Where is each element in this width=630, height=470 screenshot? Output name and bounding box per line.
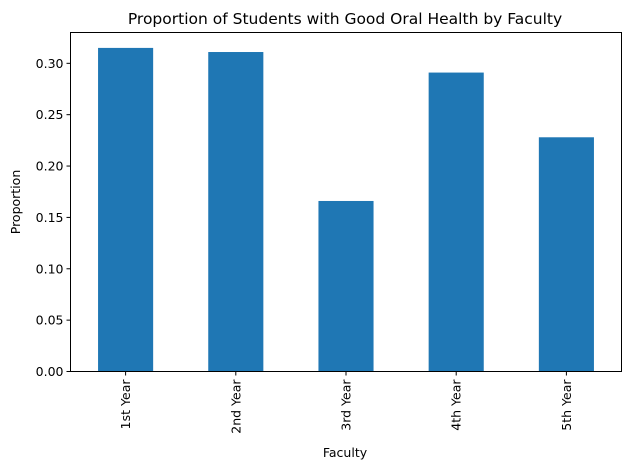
x-tick-label: 4th Year: [449, 379, 464, 431]
y-tick-label: 0.05: [36, 313, 64, 328]
x-tick-label: 5th Year: [559, 379, 574, 431]
x-tick-label: 3rd Year: [339, 379, 354, 431]
y-tick-label: 0.30: [36, 56, 64, 71]
x-tick-label: 1st Year: [118, 379, 133, 430]
bar-5th-year: [538, 137, 594, 372]
x-tick-label: 2nd Year: [228, 379, 243, 434]
bars-group: [98, 47, 594, 372]
y-axis: 0.00 0.05 0.10 0.15 0.20 0.25 0.30: [36, 56, 71, 379]
bar-1st-year: [98, 47, 154, 372]
y-tick-label: 0.00: [36, 364, 64, 379]
plot-frame: [70, 32, 622, 372]
y-tick-label: 0.25: [36, 107, 64, 122]
bar-3rd-year: [318, 200, 374, 372]
x-axis-label: Faculty: [323, 445, 368, 460]
bar-4th-year: [428, 72, 484, 372]
y-tick-label: 0.20: [36, 159, 64, 174]
y-tick-label: 0.15: [36, 210, 64, 225]
bar-2nd-year: [208, 52, 264, 372]
chart-title: Proportion of Students with Good Oral He…: [128, 10, 562, 28]
y-tick-label: 0.10: [36, 261, 64, 276]
y-axis-label: Proportion: [8, 170, 23, 235]
x-axis: 1st Year 2nd Year 3rd Year 4th Year 5th Year: [118, 371, 574, 434]
